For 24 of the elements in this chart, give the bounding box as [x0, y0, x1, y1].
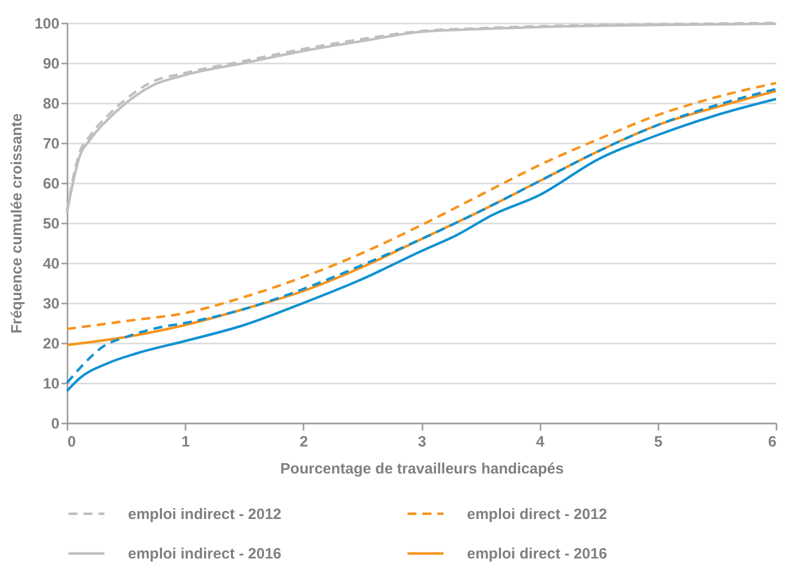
legend-label: emploi direct - 2016 [467, 546, 608, 562]
y-tick-label: 0 [51, 416, 60, 432]
y-axis-title: Fréquence cumulée croissante [8, 113, 26, 334]
y-tick-label: 100 [34, 16, 60, 32]
y-tick-label: 60 [42, 176, 60, 192]
y-tick-label: 70 [42, 136, 60, 152]
x-axis-title: Pourcentage de travailleurs handicapés [280, 460, 564, 478]
y-tick-label: 30 [42, 296, 60, 312]
y-tick-label: 90 [42, 56, 60, 72]
y-tick-label: 20 [42, 336, 60, 352]
legend-label: emploi indirect - 2012 [128, 506, 282, 523]
x-tick-label: 3 [418, 434, 426, 450]
x-tick-label: 2 [300, 434, 308, 450]
legend-label: emploi indirect - 2016 [128, 546, 282, 562]
x-tick-label: 5 [654, 434, 663, 450]
x-tick-label: 0 [68, 434, 76, 450]
legend-label: emploi direct - 2012 [467, 506, 608, 523]
y-tick-label: 80 [42, 96, 60, 112]
y-tick-label: 40 [42, 256, 60, 272]
x-tick-label: 1 [181, 434, 190, 450]
x-tick-label: 6 [768, 434, 776, 450]
y-tick-label: 10 [42, 376, 60, 392]
y-tick-label: 50 [42, 216, 60, 232]
x-tick-label: 4 [536, 434, 545, 450]
